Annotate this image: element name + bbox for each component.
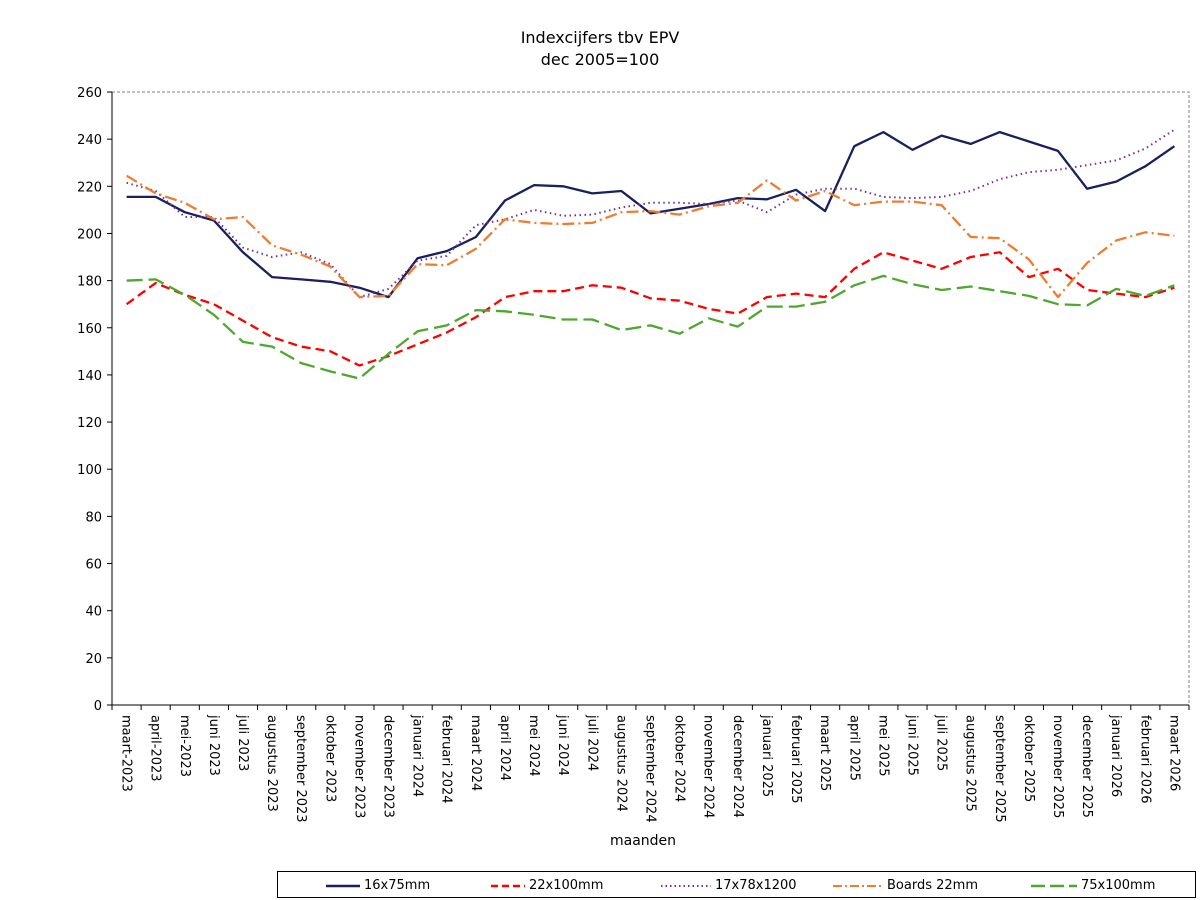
x-tick-label: december 2023 bbox=[381, 715, 396, 818]
legend-item-22x100mm: 22x100mm bbox=[491, 872, 603, 899]
x-tick-label: april 2025 bbox=[846, 715, 861, 781]
x-tick-label: februari 2024 bbox=[439, 715, 454, 804]
series-line-22x100mm bbox=[125, 251, 1175, 367]
x-tick-label: januari 2024 bbox=[410, 714, 425, 797]
x-tick-label: augustus 2023 bbox=[264, 715, 279, 812]
x-tick-label: februari 2025 bbox=[788, 715, 803, 804]
chart-title: Indexcijfers tbv EPV bbox=[520, 28, 680, 47]
y-tick-label: 60 bbox=[85, 558, 102, 573]
x-tick-label: april 2024 bbox=[497, 715, 512, 781]
x-tick-label: september 2025 bbox=[992, 715, 1007, 823]
x-tick-label: mei 2024 bbox=[526, 715, 541, 777]
plot-area-border bbox=[111, 91, 1190, 706]
series-line-16x75mm bbox=[126, 130, 1176, 299]
legend-label: 75x100mm bbox=[1081, 878, 1156, 893]
chart-subtitle: dec 2005=100 bbox=[540, 50, 660, 69]
x-tick-label: juni 2025 bbox=[904, 714, 919, 776]
legend-item-16x75mm: 16x75mm bbox=[326, 872, 430, 899]
legend-label: 17x78x1200 bbox=[715, 878, 797, 893]
x-tick-label: november 2025 bbox=[1050, 715, 1065, 818]
x-tick-label: juni 2024 bbox=[555, 714, 570, 776]
legend: 16x75mm 22x100mm 17x78x1200 Boards 22mm … bbox=[277, 871, 1196, 898]
y-tick-label: 200 bbox=[77, 227, 102, 242]
x-tick-label: december 2024 bbox=[730, 715, 745, 818]
legend-label: 22x100mm bbox=[529, 878, 604, 893]
y-tick-label: 220 bbox=[77, 180, 102, 195]
legend-label: Boards 22mm bbox=[887, 878, 978, 893]
x-tick-label: oktober 2023 bbox=[322, 715, 337, 802]
x-tick-label: november 2024 bbox=[701, 715, 716, 818]
series-line-boards-22mm bbox=[126, 174, 1175, 299]
x-tick-label: augustus 2024 bbox=[613, 715, 628, 812]
y-tick-label: 80 bbox=[85, 510, 102, 525]
x-tick-label: juli 2025 bbox=[934, 714, 949, 771]
series-line-17x78x1200 bbox=[126, 128, 1175, 299]
y-tick-label: 0 bbox=[94, 699, 102, 714]
y-tick-label: 120 bbox=[77, 416, 102, 431]
x-tick-label: januari 2026 bbox=[1108, 714, 1123, 797]
x-tick-label: april-2023 bbox=[148, 715, 163, 782]
x-tick-label: juli 2024 bbox=[584, 714, 599, 771]
x-tick-label: december 2025 bbox=[1079, 715, 1094, 818]
y-tick-label: 240 bbox=[77, 133, 102, 148]
x-tick-label: september 2024 bbox=[643, 715, 658, 823]
legend-item-boards-22mm: Boards 22mm bbox=[833, 872, 978, 899]
y-tick-label: 140 bbox=[77, 369, 102, 384]
y-tick-label: 20 bbox=[85, 652, 102, 667]
x-tick-label: oktober 2025 bbox=[1021, 715, 1036, 802]
x-tick-label: maart 2026 bbox=[1166, 715, 1181, 791]
x-tick-label: juni 2023 bbox=[206, 714, 221, 776]
y-tick-label: 260 bbox=[77, 86, 102, 101]
x-tick-label: oktober 2024 bbox=[672, 715, 687, 802]
x-tick-label: juli 2023 bbox=[235, 714, 250, 771]
legend-item-75x100mm: 75x100mm bbox=[1031, 872, 1155, 899]
legend-label: 16x75mm bbox=[364, 878, 431, 893]
y-tick-label: 40 bbox=[85, 605, 102, 620]
x-tick-label: februari 2026 bbox=[1137, 715, 1152, 804]
x-tick-label: januari 2025 bbox=[759, 714, 774, 797]
x-tick-label: maart 2025 bbox=[817, 715, 832, 791]
x-tick-label: augustus 2025 bbox=[963, 715, 978, 812]
y-tick-label: 180 bbox=[77, 275, 102, 290]
x-tick-label: mei 2025 bbox=[875, 715, 890, 777]
series-line-75x100mm bbox=[126, 274, 1175, 380]
legend-item-17x78x1200: 17x78x1200 bbox=[661, 872, 797, 899]
x-tick-label: november 2023 bbox=[351, 715, 366, 818]
x-tick-label: maart 2024 bbox=[468, 715, 483, 791]
x-axis-label: maanden bbox=[610, 833, 677, 849]
x-tick-label: mei-2023 bbox=[177, 715, 192, 777]
y-tick-label: 160 bbox=[77, 322, 102, 337]
x-tick-label: september 2023 bbox=[293, 715, 308, 823]
x-tick-label: maart-2023 bbox=[119, 715, 134, 792]
y-tick-label: 100 bbox=[77, 463, 102, 478]
